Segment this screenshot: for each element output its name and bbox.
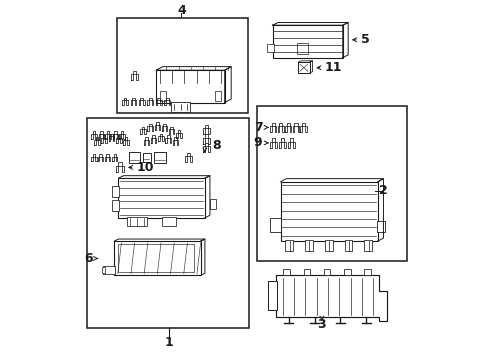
Bar [209, 199, 216, 209]
Text: 4: 4 [177, 4, 185, 17]
Text: 6: 6 [84, 252, 92, 265]
Bar [129, 152, 140, 163]
Bar [102, 267, 105, 273]
Bar [160, 91, 166, 101]
Bar [305, 240, 312, 251]
Text: 5: 5 [360, 33, 369, 46]
Bar [114, 241, 200, 275]
Polygon shape [276, 275, 386, 321]
Bar [257, 106, 406, 261]
Bar [118, 178, 204, 218]
Text: 7: 7 [253, 121, 262, 134]
Bar [303, 269, 309, 275]
Bar [324, 240, 332, 251]
Bar [270, 218, 281, 232]
Bar [268, 281, 277, 310]
Bar [272, 25, 342, 58]
Bar [103, 266, 115, 274]
Text: 3: 3 [317, 318, 325, 331]
Bar [376, 221, 384, 232]
Bar [118, 244, 194, 272]
Text: 9: 9 [253, 136, 262, 149]
Bar [285, 240, 292, 251]
Bar [214, 91, 221, 101]
Bar [280, 182, 377, 241]
Text: 10: 10 [136, 161, 154, 174]
Text: 8: 8 [212, 139, 220, 152]
Bar [344, 240, 352, 251]
Bar [112, 200, 119, 211]
Bar [364, 240, 371, 251]
Bar [154, 152, 165, 163]
Text: 11: 11 [324, 61, 341, 74]
Bar [297, 43, 307, 54]
Bar [323, 269, 330, 275]
Bar [162, 217, 176, 226]
Bar [127, 217, 147, 226]
Bar [112, 186, 119, 197]
Text: 2: 2 [379, 184, 387, 197]
Bar [156, 70, 224, 103]
Bar [87, 118, 248, 328]
Bar [344, 269, 350, 275]
Bar [298, 62, 309, 73]
Bar [117, 18, 247, 113]
Text: 1: 1 [164, 336, 173, 349]
Bar [364, 269, 370, 275]
Bar [283, 269, 289, 275]
Bar [142, 153, 150, 162]
Bar [266, 44, 273, 52]
Bar [170, 102, 190, 112]
